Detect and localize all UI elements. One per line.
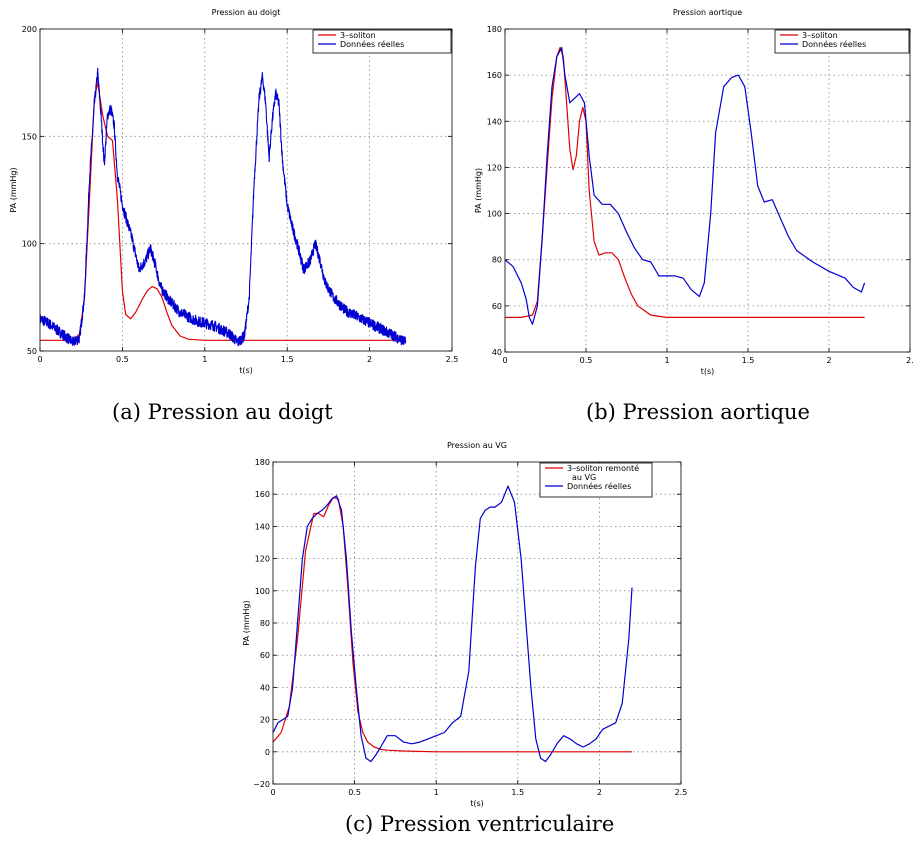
caption-a: (a) Pression au doigt (112, 400, 333, 424)
y-tick-label: 100 (22, 240, 37, 249)
x-tick-label: 1.5 (281, 355, 294, 364)
x-tick-label: 1 (664, 356, 669, 365)
x-tick-label: 1 (434, 788, 439, 797)
y-tick-label: 180 (255, 458, 270, 467)
x-tick-label: 0 (270, 788, 275, 797)
y-tick-label: 60 (260, 651, 270, 660)
chart-title: Pression au VG (447, 441, 507, 450)
x-tick-label: 2.5 (446, 355, 459, 364)
y-tick-label: 60 (492, 302, 502, 311)
y-tick-label: 120 (487, 163, 502, 172)
x-axis-label: t(s) (470, 799, 484, 808)
y-tick-label: 40 (260, 683, 270, 692)
y-tick-label: 20 (260, 716, 270, 725)
legend-box (312, 29, 452, 54)
series-line-model (273, 496, 632, 753)
x-tick-label: 2. (906, 356, 914, 365)
chart-2: 0 0.5 1 1.5 2 2. 40 60 80 100 120 140 160 180 Pression… (474, 8, 914, 376)
x-tick-label: 1.5 (742, 356, 755, 365)
x-tick-label: 1 (202, 355, 207, 364)
y-tick-label: 100 (487, 210, 502, 219)
series-line-real (273, 485, 633, 763)
caption-b: (b) Pression aortique (586, 400, 810, 424)
legend-entry: Données réelles (802, 39, 866, 49)
x-axis-label: t(s) (701, 367, 715, 376)
legend-entry: 3–soliton remonté (567, 463, 639, 473)
x-tick-label: 2 (367, 355, 372, 364)
x-tick-label: 2 (826, 356, 831, 365)
y-tick-label: 80 (492, 256, 502, 265)
chart-1: 0 0.5 1 1.5 2 2.5 50 100 150 200 Pression au doigt… (9, 8, 458, 375)
legend-box (539, 462, 653, 498)
axes-frame (504, 28, 911, 353)
caption-c: (c) Pression ventriculaire (345, 812, 615, 836)
legend-entry: 3–soliton (802, 31, 838, 40)
chart-3: 0 0.5 1 1.5 2 2.5−20020406080100120140160180P… (242, 441, 687, 808)
y-axis-label: PA (mmHg) (474, 168, 483, 213)
y-tick-label: 140 (487, 117, 502, 126)
legend-entry: 3–soliton (340, 31, 376, 40)
y-axis-label: PA (mmHg) (242, 600, 251, 645)
y-tick-label: 100 (255, 587, 270, 596)
x-tick-label: 0 (502, 356, 507, 365)
y-tick-label: 40 (492, 348, 502, 357)
x-tick-label: 2.5 (675, 788, 688, 797)
y-tick-label: −20 (253, 780, 270, 789)
y-tick-label: 200 (22, 25, 37, 34)
x-tick-label: 2 (597, 788, 602, 797)
x-tick-label: 0.5 (116, 355, 129, 364)
legend-entry: au VG (572, 473, 596, 482)
y-tick-label: 80 (260, 619, 270, 628)
y-tick-label: 140 (255, 522, 270, 531)
x-tick-label: 1.5 (511, 788, 524, 797)
y-tick-label: 120 (255, 555, 270, 564)
series-line-real (505, 46, 866, 325)
x-tick-label: 0.5 (348, 788, 361, 797)
chart-title: Pression aortique (673, 8, 742, 17)
y-tick-label: 160 (487, 71, 502, 80)
x-axis-label: t(s) (239, 366, 253, 375)
y-tick-label: 0 (265, 748, 270, 757)
series-line-model (505, 46, 865, 318)
x-tick-label: 0.5 (580, 356, 593, 365)
y-axis-label: PA (mmHg) (9, 167, 18, 212)
x-tick-label: 0 (37, 355, 42, 364)
legend-box (774, 29, 910, 54)
chart-title: Pression au doigt (212, 8, 281, 17)
y-tick-label: 160 (255, 490, 270, 499)
axes-frame (39, 28, 453, 352)
y-tick-label: 150 (22, 132, 37, 141)
legend-entry: Données réelles (567, 481, 631, 491)
series-line-real (40, 67, 407, 347)
legend-entry: Données réelles (340, 39, 404, 49)
y-tick-label: 50 (27, 347, 37, 356)
y-tick-label: 180 (487, 25, 502, 34)
series-line-model (40, 82, 406, 341)
